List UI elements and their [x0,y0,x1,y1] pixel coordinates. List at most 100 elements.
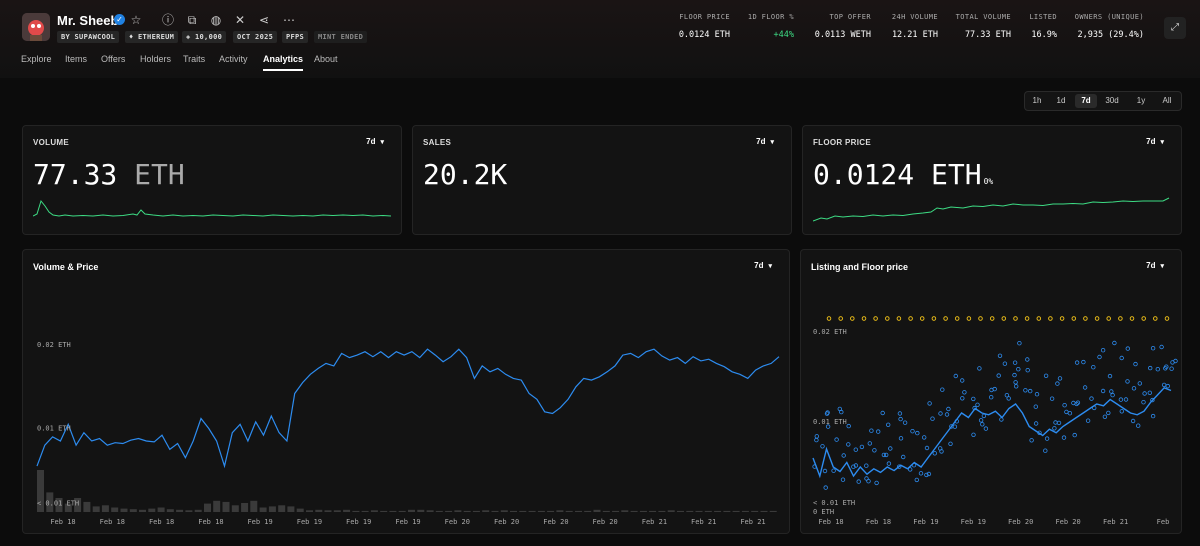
listing-point [1012,360,1018,365]
volume-period-select[interactable]: 7d ▾ [366,137,384,146]
tab-activity[interactable]: Activity [219,54,248,64]
stat-total-volume: TOTAL VOLUME 77.33 ETH [955,13,1011,40]
high-listing-point [978,316,983,321]
range-30d[interactable]: 30d [1105,96,1119,105]
supply-tag: ◈ 10,000 [182,31,227,43]
listing-point [1052,426,1057,431]
info-icon[interactable]: ⓘ [161,13,174,27]
volume-bar [241,503,249,512]
creator-tag[interactable]: BY SUPAWCOOL [57,31,120,43]
listing-point [910,428,915,434]
y-tick-label: 0.02 ETH [37,341,71,349]
volume-bar [602,510,610,512]
listing-point [883,452,889,458]
star-icon[interactable]: ☆ [130,13,142,27]
tab-explore[interactable]: Explore [21,54,52,64]
listing-point [1025,357,1030,362]
high-listing-point [1013,316,1018,321]
volume-bar [630,510,638,512]
floor-price-title: FLOOR PRICE [813,138,871,147]
high-listing-point [954,316,960,321]
volume-bar [472,510,480,512]
volume-bar [584,510,592,512]
listing-point [1056,420,1062,426]
volume-bar [482,510,490,512]
x-tick-label: Feb 20 [1055,518,1080,526]
tab-traits[interactable]: Traits [183,54,206,64]
x-icon[interactable]: ✕ [234,13,246,27]
expand-icon[interactable]: ⤢ [1164,17,1186,39]
x-tick-label: Feb 19 [247,518,272,526]
listing-floor-period-select[interactable]: 7d ▾ [1146,261,1164,270]
share-icon[interactable]: ⋖ [258,13,270,27]
date-tag: OCT 2025 [233,31,278,43]
range-1d[interactable]: 1d [1056,96,1066,105]
collection-name: Mr. Sheeb [57,13,119,28]
listing-point [866,478,871,484]
copy-icon[interactable]: ⧉ [187,13,197,27]
floor-period-select[interactable]: 7d ▾ [1146,137,1164,146]
chain-tag: ♦ ETHEREUM [125,31,179,43]
x-tick-label: Feb 20 [543,518,568,526]
y-tick-label: 0.01 ETH [37,425,71,433]
range-all[interactable]: All [1162,96,1172,105]
high-listing-point [1118,316,1123,321]
volume-price-period-select[interactable]: 7d ▾ [754,261,772,270]
tab-offers[interactable]: Offers [101,54,126,64]
globe-icon[interactable]: ◍ [210,13,222,27]
tab-holders[interactable]: Holders [140,54,172,64]
listing-point [856,479,861,484]
volume-bar [435,510,443,512]
stat-1d-floor: 1D FLOOR % +44% [747,13,794,40]
listing-point [1072,432,1077,438]
volume-bar [352,510,360,512]
volume-bar [176,509,184,512]
sales-period-select[interactable]: 7d ▾ [756,137,774,146]
tab-items[interactable]: Items [65,54,88,64]
listing-point [864,463,869,468]
tab-analytics[interactable]: Analytics [263,54,304,71]
listing-point [1119,409,1124,414]
high-listing-point [1024,316,1030,321]
listing-point [1062,402,1067,408]
volume-bar [417,509,425,512]
volume-bar [306,510,313,512]
volume-bar [760,510,768,512]
volume-sparkline [33,199,392,217]
listing-point [977,366,982,371]
high-listing-point [1036,316,1042,321]
tab-about[interactable]: About [314,54,338,64]
volume-bar [268,506,276,512]
range-1h[interactable]: 1h [1032,96,1042,105]
time-range-selector: 1h 1d 7d 30d 1y All [1024,91,1182,111]
listing-point [921,435,927,440]
volume-bar [83,501,91,512]
y-tick-label: < 0.01 ETH [813,499,855,507]
listing-point [859,444,865,450]
listing-point [946,406,951,412]
listing-point [1075,400,1081,405]
price-series-line [36,348,780,469]
listing-point [898,436,904,441]
volume-card: VOLUME 7d ▾ 77.33 ETH [22,125,402,235]
y-tick-label: 0 ETH [813,508,834,516]
listing-point [874,480,879,486]
listing-point [1173,358,1178,364]
volume-bar [667,510,675,512]
listing-point [1013,384,1019,389]
volume-bar [74,498,82,512]
volume-bar [398,510,406,512]
range-1y[interactable]: 1y [1136,96,1146,105]
listing-point [1136,423,1141,428]
x-tick-label: Feb 19 [395,518,420,526]
chevron-down-icon: ▾ [768,263,772,270]
more-icon[interactable]: ⋯ [283,13,295,27]
volume-bar [204,503,211,512]
volume-price-chart[interactable]: 0.02 ETH 0.01 ETH < 0.01 ETH Feb 18 Feb 18 F… [23,250,791,535]
collection-avatar[interactable] [22,13,50,41]
listing-point [1033,404,1038,409]
range-7d[interactable]: 7d [1075,94,1097,108]
listing-point [1150,413,1156,419]
volume-price-title: Volume & Price [33,262,99,272]
